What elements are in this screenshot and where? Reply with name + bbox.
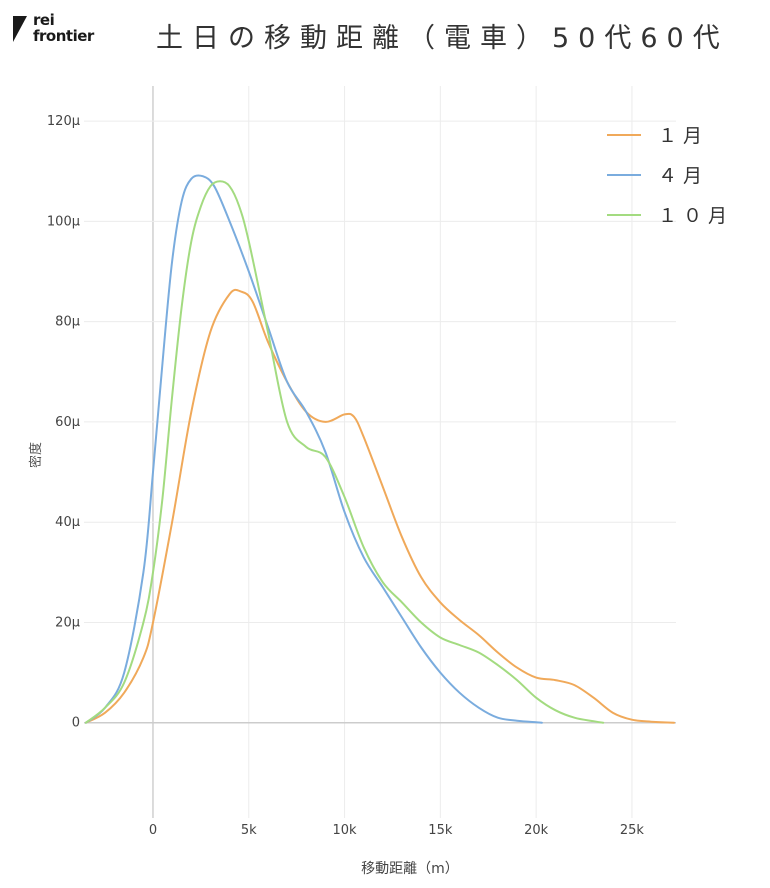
logo: rei frontier [13, 12, 113, 48]
x-axis-label: 移動距離（m） [361, 860, 459, 877]
series-line-2 [84, 174, 543, 724]
y-tick-label: 40μ [55, 515, 80, 530]
y-tick-label: 120μ [47, 114, 80, 129]
x-tick-label: 15k [428, 823, 453, 838]
legend-label[interactable]: １月 [658, 125, 708, 147]
series-line-1 [84, 288, 676, 724]
x-tick-label: 10k [333, 823, 358, 838]
grid [84, 86, 676, 818]
y-tick-label: 0 [72, 716, 80, 731]
x-tick-label: 5k [241, 823, 257, 838]
chart-title: 土日の移動距離（電車）50代60代 [156, 23, 729, 54]
x-tick-label: 20k [524, 823, 549, 838]
logo-text: rei frontier [33, 12, 94, 44]
logo-line1: rei [33, 11, 55, 29]
legend-label[interactable]: １０月 [658, 205, 733, 227]
y-tick-label: 100μ [47, 214, 80, 229]
y-tick-label: 20μ [55, 615, 80, 630]
x-tick-label: 0 [149, 823, 157, 838]
y-tick-label: 60μ [55, 415, 80, 430]
y-tick-label: 80μ [55, 315, 80, 330]
x-tick-labels: 0 5k 10k 15k 20k 25k [149, 823, 645, 838]
legend-label[interactable]: ４月 [658, 165, 708, 187]
x-tick-label: 25k [620, 823, 645, 838]
y-tick-labels: 0 20μ 40μ 60μ 80μ 100μ 120μ [47, 114, 80, 731]
logo-line2: frontier [33, 27, 94, 45]
legend[interactable]: １月 ４月 １０月 [607, 125, 733, 227]
y-axis-label: 密度 [28, 442, 44, 468]
series-lines [84, 174, 676, 724]
logo-mark [13, 16, 27, 42]
series-line-3 [84, 180, 605, 724]
